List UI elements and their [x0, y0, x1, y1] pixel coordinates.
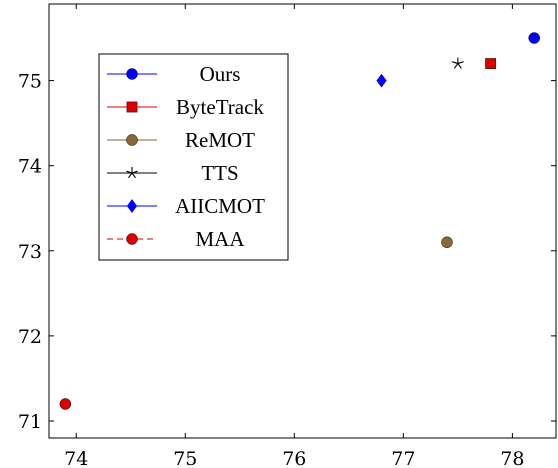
legend-label-ours: Ours — [200, 62, 241, 86]
y-tick-label: 75 — [18, 71, 42, 93]
legend-label-tts: TTS — [201, 161, 238, 185]
data-point-bytetrack — [485, 58, 496, 69]
data-point-remot — [441, 236, 453, 249]
y-tick-label: 73 — [18, 241, 42, 263]
x-tick-label: 76 — [282, 448, 306, 468]
plot-area — [48, 3, 557, 439]
x-tick-label: 77 — [391, 448, 415, 468]
y-tick-label: 71 — [18, 411, 42, 433]
x-axis: 74 75 76 77 78 — [64, 4, 524, 468]
legend-label-maa: MAA — [195, 227, 245, 251]
legend: Ours ByteTrack ReMOT TTS AIICMOT MAA — [98, 53, 289, 261]
data-point-maa — [59, 398, 72, 410]
data-points — [59, 32, 540, 410]
x-tick-label: 75 — [173, 448, 197, 468]
legend-marker-bytetrack — [126, 101, 138, 113]
data-point-ours — [528, 32, 540, 44]
x-tick-label: 74 — [64, 448, 88, 468]
axes-frame — [48, 3, 557, 439]
legend-box — [98, 53, 289, 261]
legend-marker-aiicmot — [126, 199, 138, 213]
y-axis: 71 72 73 74 75 — [18, 71, 556, 433]
legend-marker-remot — [126, 134, 138, 146]
legend-label-bytetrack: ByteTrack — [176, 95, 264, 119]
y-tick-label: 74 — [18, 156, 42, 178]
legend-marker-tts — [126, 167, 138, 179]
data-point-tts — [451, 57, 464, 69]
data-point-aiicmot — [376, 73, 387, 88]
legend-label-remot: ReMOT — [185, 128, 255, 152]
x-tick-label: 78 — [500, 448, 524, 468]
y-tick-label: 72 — [18, 326, 42, 348]
legend-marker-maa — [126, 233, 138, 245]
legend-marker-ours — [126, 68, 138, 80]
legend-label-aiicmot: AIICMOT — [175, 194, 265, 218]
